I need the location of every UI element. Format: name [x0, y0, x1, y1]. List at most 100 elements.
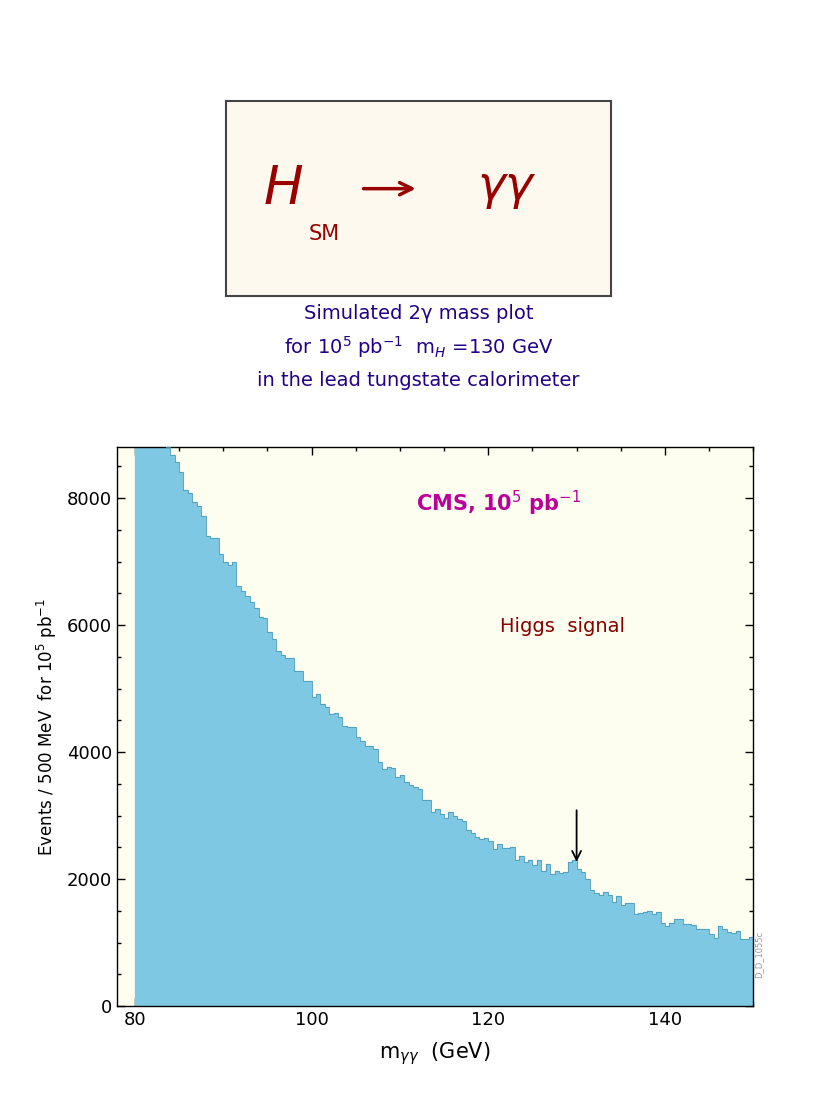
Bar [553, 871, 558, 1006]
Bar [598, 894, 603, 1006]
Text: CMS, 10$^5$ pb$^{-1}$: CMS, 10$^5$ pb$^{-1}$ [415, 489, 581, 518]
Bar [404, 781, 408, 1006]
Bar [241, 591, 245, 1006]
Bar [166, 447, 170, 1006]
Bar [293, 671, 298, 1006]
Bar [431, 812, 435, 1006]
Bar [558, 873, 563, 1006]
Bar [615, 896, 620, 1006]
Bar [691, 925, 695, 1006]
Bar [563, 872, 567, 1006]
Bar [236, 586, 241, 1006]
Bar [536, 860, 541, 1006]
Bar [708, 935, 712, 1006]
Bar [359, 740, 364, 1006]
Bar [148, 410, 152, 1006]
Bar [475, 837, 479, 1006]
Bar [272, 639, 276, 1006]
Bar [218, 553, 223, 1006]
Bar [712, 938, 717, 1006]
Bar [338, 717, 342, 1006]
Bar [210, 538, 214, 1006]
Text: Higgs  signal: Higgs signal [499, 617, 624, 635]
Bar [276, 651, 280, 1006]
Bar [161, 438, 166, 1006]
Bar [263, 618, 267, 1006]
Bar [479, 838, 483, 1006]
Bar [589, 890, 594, 1006]
Bar [417, 789, 421, 1006]
Bar [651, 915, 655, 1006]
Bar [717, 926, 721, 1006]
Bar [603, 892, 607, 1006]
Bar [704, 929, 708, 1006]
Bar [170, 455, 175, 1006]
Bar [700, 929, 704, 1006]
Bar [629, 902, 634, 1006]
Bar [545, 864, 549, 1006]
Bar [390, 768, 395, 1006]
Bar [175, 462, 179, 1006]
Bar [576, 869, 580, 1006]
Bar [505, 847, 510, 1006]
Bar [183, 490, 187, 1006]
Bar [448, 812, 452, 1006]
Bar [695, 929, 700, 1006]
Bar [677, 919, 682, 1006]
Bar [743, 939, 748, 1006]
Bar [324, 708, 329, 1006]
Bar [748, 937, 752, 1006]
Bar [201, 517, 206, 1006]
Bar [196, 506, 201, 1006]
Bar [245, 596, 249, 1006]
Bar [638, 913, 642, 1006]
Bar [179, 473, 183, 1006]
Bar [413, 787, 417, 1006]
Bar [408, 785, 413, 1006]
Bar [594, 893, 598, 1006]
Bar [528, 860, 532, 1006]
Bar [739, 939, 743, 1006]
Bar [461, 821, 466, 1006]
Bar [280, 655, 285, 1006]
Bar [483, 838, 487, 1006]
Text: D_D_1055c: D_D_1055c [754, 931, 762, 978]
Bar [223, 561, 227, 1006]
Bar [254, 608, 258, 1006]
Text: Simulated 2γ mass plot: Simulated 2γ mass plot [303, 304, 533, 322]
Bar [386, 767, 390, 1006]
Bar [355, 737, 359, 1006]
Bar [510, 847, 514, 1006]
Bar [456, 819, 461, 1006]
Bar [227, 566, 232, 1006]
Bar [289, 659, 293, 1006]
Bar [735, 931, 739, 1006]
Bar [249, 601, 254, 1006]
Bar [311, 698, 315, 1006]
Text: $\gamma\gamma$: $\gamma\gamma$ [477, 167, 537, 211]
Bar [541, 871, 545, 1006]
Bar [439, 814, 444, 1006]
Bar [624, 903, 629, 1006]
Bar [421, 799, 426, 1006]
Bar [686, 925, 691, 1006]
Bar [382, 768, 386, 1006]
Y-axis label: Events / 500 MeV  for 10$^5$ pb$^{-1}$: Events / 500 MeV for 10$^5$ pb$^{-1}$ [34, 598, 59, 855]
Bar [303, 681, 307, 1006]
Bar [346, 727, 351, 1006]
Bar [395, 777, 400, 1006]
Bar [298, 671, 303, 1006]
Bar [139, 386, 144, 1006]
Bar [351, 728, 355, 1006]
Bar [611, 902, 615, 1006]
Bar [364, 746, 369, 1006]
Bar [620, 906, 624, 1006]
Bar [373, 749, 377, 1006]
Bar [369, 747, 373, 1006]
Bar [214, 538, 218, 1006]
Bar [307, 681, 311, 1006]
Bar [532, 865, 536, 1006]
Text: H: H [263, 162, 303, 215]
Text: in the lead tungstate calorimeter: in the lead tungstate calorimeter [257, 371, 579, 389]
Bar [285, 657, 289, 1006]
